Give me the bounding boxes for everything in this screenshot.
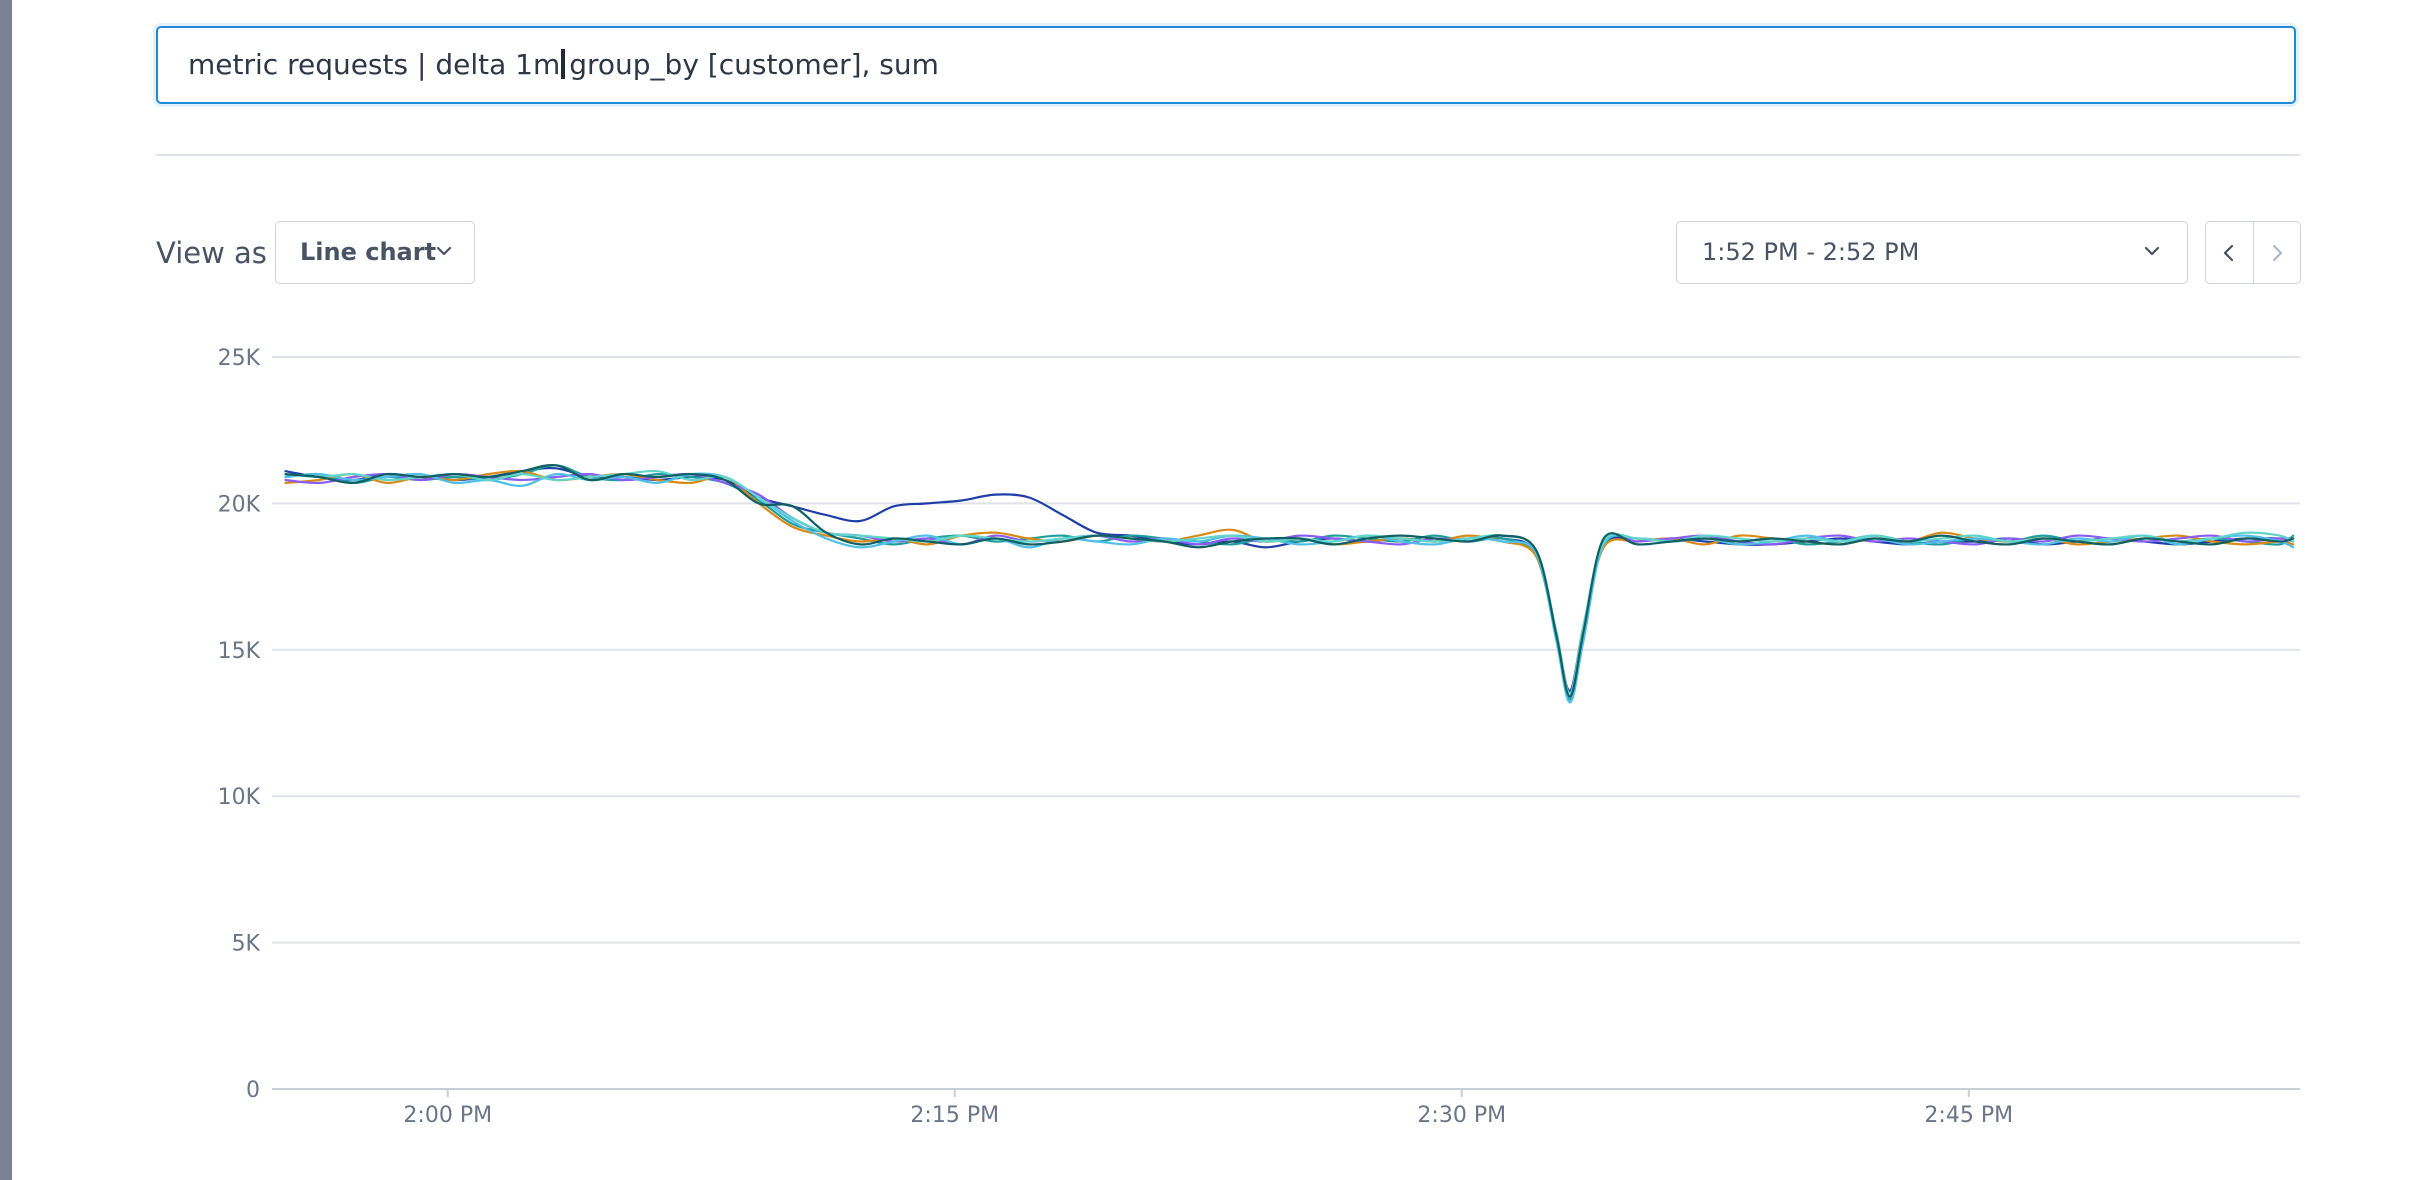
divider [156, 154, 2300, 156]
query-input[interactable]: metric requests | delta 1m group_by [cust… [156, 26, 2296, 104]
series-line-7 [284, 463, 2295, 698]
series-line-5 [284, 472, 2295, 704]
query-text: metric requests | delta 1m group_by [cust… [188, 48, 939, 82]
view-as-label: View as [156, 236, 267, 270]
y-tick-label: 10K [218, 785, 261, 810]
x-tick-label: 2:00 PM [403, 1103, 492, 1128]
series-line-6 [284, 469, 2295, 695]
text-caret [561, 49, 566, 79]
x-tick-label: 2:45 PM [1924, 1103, 2013, 1128]
y-tick-label: 15K [218, 639, 261, 664]
previous-range-button[interactable] [2206, 222, 2253, 283]
y-tick-label: 25K [218, 346, 261, 371]
y-tick-label: 5K [232, 932, 261, 957]
time-range-dropdown[interactable]: 1:52 PM - 2:52 PM [1676, 221, 2188, 284]
chevron-down-icon [436, 246, 452, 256]
x-tick-label: 2:30 PM [1417, 1103, 1506, 1128]
time-range-value: 1:52 PM - 2:52 PM [1702, 238, 1920, 266]
x-tick-label: 2:15 PM [910, 1103, 999, 1128]
query-text-after-caret: group_by [customer], sum [569, 48, 939, 81]
chevron-left-icon [2224, 244, 2234, 261]
chart-type-value: Line chart [300, 238, 437, 266]
series-line-2 [284, 464, 2295, 701]
y-tick-label: 20K [218, 492, 261, 517]
chevron-right-icon [2272, 244, 2282, 261]
query-text-before-caret: metric requests | delta 1m [188, 48, 561, 81]
y-tick-label: 0 [246, 1078, 260, 1103]
next-range-button[interactable] [2252, 222, 2301, 283]
chart-type-dropdown[interactable]: Line chart [275, 221, 475, 284]
left-sidebar-edge [0, 0, 12, 1180]
chevron-down-icon [2144, 246, 2160, 256]
series-line-4 [284, 472, 2295, 698]
series-line-1 [284, 466, 2295, 692]
time-navigation [2205, 221, 2301, 284]
